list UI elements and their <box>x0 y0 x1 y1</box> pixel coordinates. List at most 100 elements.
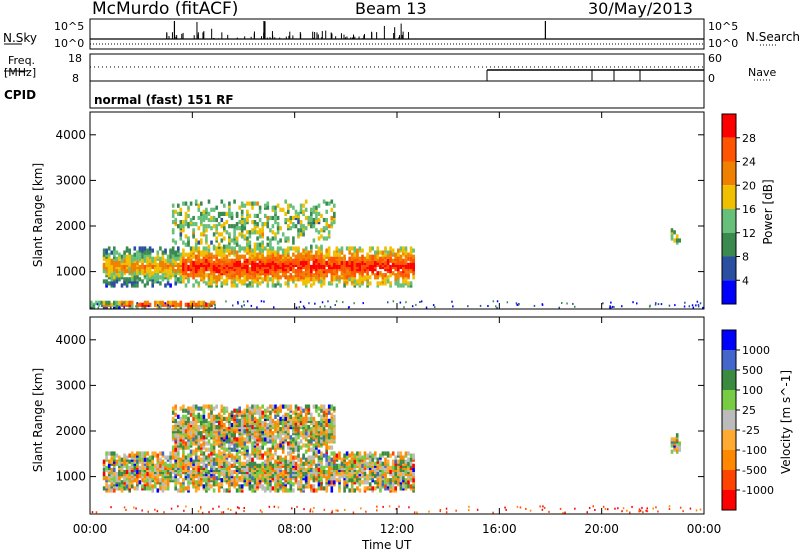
data-cell <box>102 252 106 257</box>
data-cell <box>299 260 303 265</box>
data-cell <box>289 474 293 479</box>
data-cell <box>107 256 111 261</box>
data-cell <box>159 281 162 286</box>
data-cell <box>161 465 165 470</box>
data-cell <box>120 300 124 305</box>
data-cell <box>192 412 195 417</box>
data-cell <box>294 277 298 282</box>
data-cell <box>189 300 193 305</box>
data-cell <box>118 455 121 460</box>
data-cell <box>292 205 295 210</box>
data-cell <box>189 406 193 411</box>
data-cell <box>274 252 277 257</box>
data-cell <box>561 302 563 304</box>
data-cell <box>217 242 221 247</box>
data-cell <box>205 441 208 446</box>
data-cell <box>307 416 311 421</box>
data-cell <box>389 281 392 286</box>
data-cell <box>689 507 692 510</box>
data-cell <box>614 507 616 510</box>
data-cell <box>325 260 328 265</box>
data-cell <box>361 260 364 265</box>
data-cell <box>246 467 249 472</box>
data-cell <box>179 211 183 216</box>
data-cell <box>243 507 245 509</box>
data-cell <box>333 262 336 267</box>
data-cell <box>258 437 262 442</box>
colorbar-tick-label: -100 <box>742 444 767 457</box>
data-cell <box>184 463 188 468</box>
data-cell <box>379 480 382 485</box>
data-cell <box>289 267 293 272</box>
data-cell <box>110 467 114 472</box>
data-cell <box>177 248 180 253</box>
data-cell <box>391 258 395 263</box>
data-cell <box>217 232 221 237</box>
data-cell <box>220 433 224 438</box>
data-cell <box>205 302 208 307</box>
data-cell <box>404 484 408 489</box>
data-cell <box>138 455 142 460</box>
data-cell <box>299 410 303 415</box>
data-cell <box>217 457 221 462</box>
data-cell <box>182 427 185 432</box>
data-cell <box>235 437 239 442</box>
data-cell <box>266 451 270 456</box>
data-cell <box>243 279 247 284</box>
data-cell <box>319 305 321 308</box>
data-cell <box>333 203 336 208</box>
data-cell <box>146 252 149 257</box>
data-cell <box>397 275 400 280</box>
data-cell <box>261 232 264 237</box>
data-cell <box>123 264 126 270</box>
data-cell <box>403 306 405 309</box>
data-cell <box>207 302 211 307</box>
data-cell <box>299 431 303 436</box>
data-cell <box>187 242 190 247</box>
data-cell <box>445 511 448 514</box>
data-cell <box>130 484 134 489</box>
data-cell <box>407 451 410 456</box>
data-cell <box>320 269 323 274</box>
data-cell <box>374 273 377 278</box>
data-cell <box>333 420 336 426</box>
data-cell <box>223 262 226 267</box>
data-cell <box>235 236 239 241</box>
x-axis-label: Time UT <box>362 538 412 552</box>
data-cell <box>246 437 249 442</box>
data-cell <box>223 410 226 415</box>
data-cell <box>248 453 252 458</box>
data-cell <box>317 254 321 259</box>
data-cell <box>138 451 142 456</box>
data-cell <box>276 271 280 276</box>
data-cell <box>276 418 280 423</box>
data-cell <box>223 248 226 253</box>
data-cell <box>299 228 303 233</box>
data-cell <box>327 410 331 415</box>
data-cell <box>289 220 293 225</box>
data-cell <box>408 506 410 509</box>
data-cell <box>217 258 221 263</box>
data-cell <box>177 203 180 208</box>
data-cell <box>113 472 116 477</box>
data-cell <box>452 305 454 308</box>
data-cell <box>197 215 201 221</box>
data-cell <box>138 246 142 251</box>
data-cell <box>197 461 201 466</box>
data-cell <box>238 254 241 259</box>
nsearch-label: N.Search <box>746 30 800 44</box>
data-cell <box>356 457 359 462</box>
data-cell <box>210 207 213 212</box>
data-cell <box>110 258 114 263</box>
data-cell <box>146 482 149 487</box>
data-cell <box>384 277 387 282</box>
data-cell <box>197 281 201 286</box>
data-cell <box>348 453 351 458</box>
data-cell <box>141 258 144 263</box>
data-cell <box>207 199 211 204</box>
data-cell <box>154 463 157 468</box>
data-cell <box>184 242 188 247</box>
data-cell <box>174 463 177 468</box>
data-cell <box>212 449 216 454</box>
